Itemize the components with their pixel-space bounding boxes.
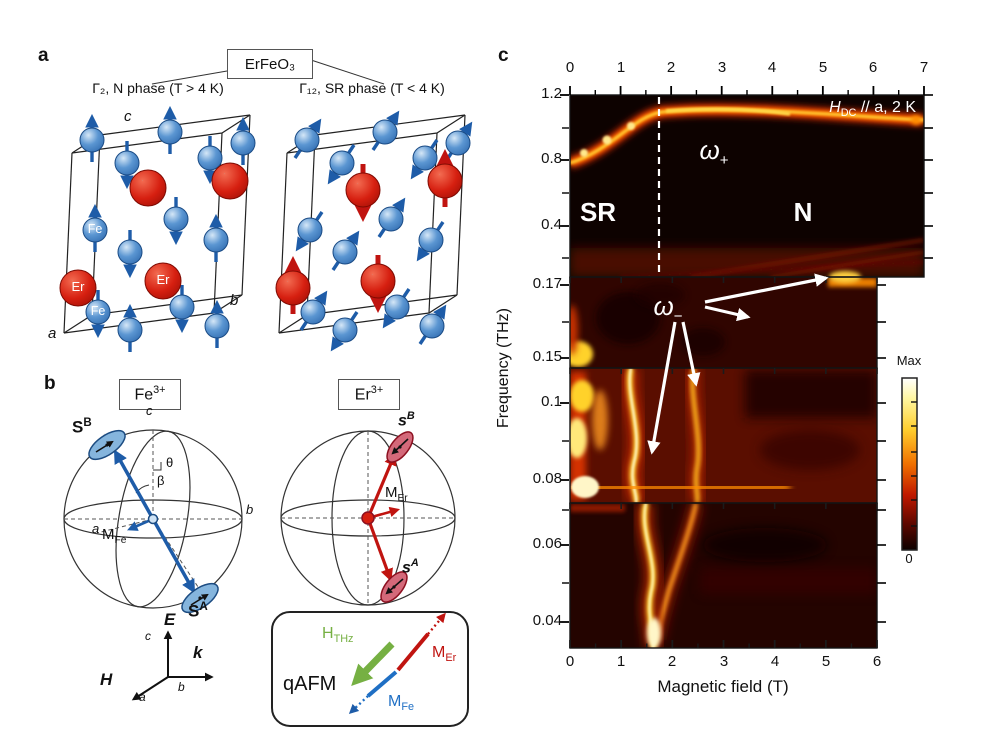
freq-tick-label: 0.4 [541,216,562,233]
top-axis-tick-label: 0 [565,59,575,76]
er-spin-b-label: sB [398,410,415,430]
colorbar-min-label: 0 [905,551,913,566]
panel-c-letter: c [498,45,509,66]
compound-box: ErFeO₃ [227,49,313,79]
omega-plus-label: ω+ [699,135,729,170]
k-vector-label: k [193,643,203,662]
m-er-label: MEr [385,484,408,504]
fe-ion-box: Fe3+ [119,379,181,410]
beta-label: β [157,473,165,488]
er-atom-label-1: Er [71,279,85,294]
mfe-arrow [366,670,398,698]
panel-c-annotations [647,97,829,455]
bottom-axis-tick-label: 1 [616,653,626,670]
bottom-axis-tick-label: 6 [872,653,882,670]
m-fe-label: MFe [102,526,127,546]
bottom-axis-tick-label: 4 [770,653,780,670]
cell-axis-a: a [48,325,57,342]
top-axis-tick-label: 5 [818,59,828,76]
panel-b-letter: b [44,373,56,394]
compound-label: ErFeO₃ [244,55,296,73]
phase-left-label: Γ₂, N phase (T > 4 K) [92,80,224,96]
cell-axis-c: c [124,108,132,125]
heatmap-strip-3 [570,368,877,503]
top-axis-tick-label: 2 [666,59,676,76]
top-axis-tick-label: 4 [767,59,777,76]
freq-tick-label: 0.15 [532,348,562,365]
top-axis-tick-label: 7 [919,59,929,76]
erfeo3-connectors [151,59,385,85]
qafm-mfe-label: MFe [388,693,415,714]
sphere-axis-a: a [92,521,100,536]
freq-tick-label: 0.8 [541,150,562,167]
e-field-label: E [164,610,176,629]
region-n-label: N [793,197,813,227]
er-bloch-sphere [280,430,456,606]
spin-a-label: SA [188,601,208,621]
theta-label: θ [166,455,174,470]
beam-geometry-axes [131,630,214,701]
phase-right-label: Γ₁₂, SR phase (T < 4 K) [299,80,445,96]
qafm-box [271,611,469,727]
beam-axis-b: b [178,680,185,694]
freq-tick-label: 0.06 [532,535,562,552]
sphere-axis-b: b [246,502,254,517]
region-sr-label: SR [579,197,617,227]
omega-minus-label: ω− [653,291,683,326]
hthz-arrow [351,641,395,687]
er-spin-a-label: sA [402,557,419,577]
omega-minus-arrows [647,273,829,455]
beam-axis-a: a [139,690,146,704]
freq-tick-label: 0.04 [532,612,562,629]
heatmap-strip-1 [570,95,924,277]
y-axis-title: Frequency (THz) [495,307,513,429]
top-axis-tick-label: 6 [868,59,878,76]
cell-axis-b: b [230,292,239,309]
field-condition-label: HDC // a, 2 K [829,99,916,120]
bottom-axis-tick-label: 5 [821,653,831,670]
er-atom-label-2: Er [156,272,170,287]
freq-tick-label: 0.1 [541,393,562,410]
fe-atom-label-2: Fe [90,304,106,318]
fe-atom-label-1: Fe [87,222,103,236]
bottom-axis-tick-label: 3 [719,653,729,670]
freq-tick-label: 0.08 [532,470,562,487]
beam-axis-c: c [145,629,151,643]
top-axis-tick-label: 3 [717,59,727,76]
unit-cells [59,105,473,352]
colorbar-max-label: Max [896,353,922,368]
spin-b-label: SB [72,417,92,437]
freq-tick-label: 0.17 [532,275,562,292]
x-axis-title: Magnetic field (T) [657,677,789,696]
heatmap-strip-4 [570,503,877,648]
mer-arrow [396,632,430,672]
sphere-axis-c: c [146,403,153,418]
fe-bloch-sphere [63,429,243,614]
bottom-axis-tick-label: 2 [667,653,677,670]
freq-tick-label: 1.2 [541,85,562,102]
bottom-axis-tick-label: 0 [565,653,575,670]
colorbar [901,377,918,551]
panel-a-letter: a [38,45,49,66]
heatmap-strip-2 [570,277,877,368]
qafm-mer-label: MEr [432,644,457,665]
h-field-label: H [100,670,113,689]
qafm-title: qAFM [283,673,337,695]
fe-ion-label: Fe3+ [134,384,166,404]
top-axis-tick-label: 1 [616,59,626,76]
qafm-hthz-label: HTHz [322,625,354,646]
er-ion-label: Er3+ [354,384,384,404]
axis-ticks [560,86,933,648]
er-ion-box: Er3+ [338,379,400,410]
